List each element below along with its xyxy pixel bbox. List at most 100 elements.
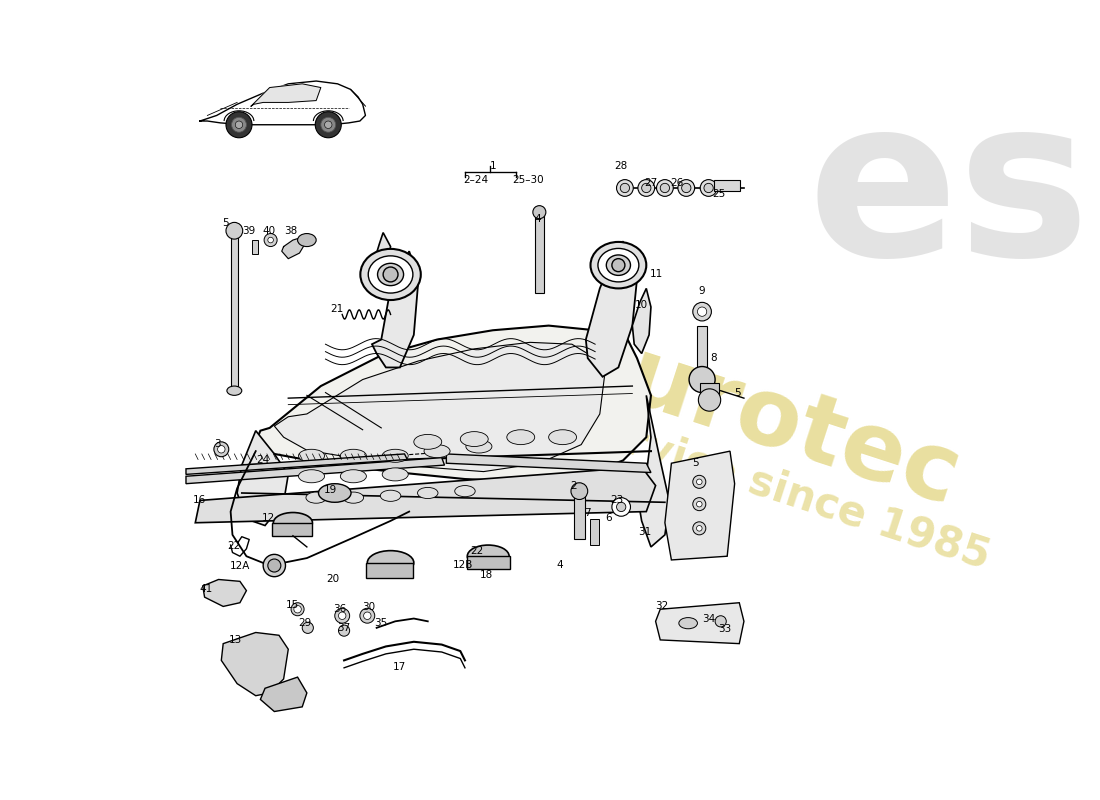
Circle shape (641, 183, 651, 193)
Text: 2–24: 2–24 (463, 174, 488, 185)
Circle shape (364, 612, 371, 619)
Text: 40: 40 (262, 226, 275, 236)
Ellipse shape (591, 242, 647, 289)
Text: 4: 4 (557, 559, 563, 570)
Polygon shape (274, 342, 604, 472)
Text: 33: 33 (718, 624, 732, 634)
Text: 5: 5 (222, 218, 229, 228)
Circle shape (704, 183, 713, 193)
Ellipse shape (454, 486, 475, 497)
Text: 28: 28 (615, 161, 628, 170)
Polygon shape (221, 633, 288, 696)
Text: 10: 10 (635, 300, 648, 310)
Circle shape (701, 180, 717, 196)
Text: 37: 37 (338, 623, 351, 633)
Bar (590, 519, 598, 545)
Circle shape (321, 118, 336, 132)
Text: 25–30: 25–30 (513, 174, 544, 185)
Polygon shape (255, 326, 651, 482)
Circle shape (218, 446, 226, 453)
Circle shape (678, 180, 695, 196)
Circle shape (339, 625, 350, 636)
Ellipse shape (507, 430, 535, 445)
Text: 7: 7 (584, 509, 591, 518)
Polygon shape (238, 430, 288, 526)
Ellipse shape (298, 450, 324, 462)
Circle shape (235, 121, 243, 129)
Text: 38: 38 (285, 226, 298, 236)
Bar (366, 562, 412, 578)
Circle shape (616, 502, 626, 511)
Circle shape (383, 267, 398, 282)
Circle shape (302, 622, 313, 634)
Text: es: es (807, 89, 1090, 302)
Circle shape (316, 112, 341, 138)
Circle shape (571, 482, 587, 499)
Polygon shape (637, 395, 670, 547)
Bar (701, 383, 718, 400)
Ellipse shape (414, 434, 442, 450)
Circle shape (612, 258, 625, 272)
Ellipse shape (340, 470, 366, 482)
Text: 24: 24 (256, 454, 270, 465)
Polygon shape (200, 81, 365, 125)
Ellipse shape (274, 513, 312, 533)
Text: 12A: 12A (230, 561, 250, 570)
Text: 19: 19 (323, 486, 337, 495)
Ellipse shape (468, 545, 509, 567)
Text: 15: 15 (285, 599, 298, 610)
Polygon shape (282, 238, 305, 258)
Text: 18: 18 (480, 570, 493, 580)
Text: 5: 5 (692, 458, 698, 468)
Circle shape (693, 498, 706, 510)
Text: a service since 1985: a service since 1985 (529, 390, 996, 578)
Text: 12B: 12B (453, 559, 473, 570)
Polygon shape (632, 289, 651, 354)
Ellipse shape (368, 256, 412, 293)
Ellipse shape (549, 430, 576, 445)
Text: 32: 32 (656, 602, 669, 611)
Bar (466, 556, 509, 570)
Circle shape (213, 442, 229, 457)
Text: 1: 1 (490, 161, 496, 170)
Text: 5: 5 (734, 389, 740, 398)
Ellipse shape (606, 255, 630, 275)
Circle shape (294, 606, 301, 613)
Text: 29: 29 (298, 618, 311, 628)
Ellipse shape (367, 550, 414, 575)
Circle shape (638, 180, 654, 196)
Text: 2: 2 (571, 481, 578, 490)
Text: 25: 25 (712, 189, 726, 198)
Ellipse shape (679, 618, 697, 629)
Text: 22: 22 (228, 541, 241, 551)
Bar (697, 326, 706, 377)
Ellipse shape (306, 492, 327, 503)
Ellipse shape (381, 490, 400, 502)
Circle shape (696, 479, 702, 485)
Circle shape (696, 526, 702, 531)
Ellipse shape (298, 470, 324, 482)
Circle shape (292, 602, 304, 616)
Text: 17: 17 (393, 662, 407, 672)
Circle shape (334, 608, 350, 623)
Circle shape (232, 118, 246, 132)
Circle shape (612, 498, 630, 516)
Circle shape (682, 183, 691, 193)
Circle shape (620, 183, 629, 193)
Text: 35: 35 (375, 618, 388, 628)
Text: 13: 13 (229, 635, 242, 645)
Text: 4: 4 (535, 214, 541, 224)
Text: 12: 12 (262, 513, 275, 523)
Bar (252, 240, 257, 254)
Ellipse shape (377, 263, 404, 286)
Circle shape (532, 206, 546, 218)
Circle shape (264, 234, 277, 246)
Text: 21: 21 (330, 304, 343, 314)
Circle shape (324, 121, 332, 129)
Polygon shape (586, 242, 637, 377)
Bar (231, 228, 238, 390)
Ellipse shape (382, 468, 408, 481)
Text: 6: 6 (605, 513, 612, 523)
Ellipse shape (460, 432, 488, 446)
Bar (535, 210, 544, 293)
